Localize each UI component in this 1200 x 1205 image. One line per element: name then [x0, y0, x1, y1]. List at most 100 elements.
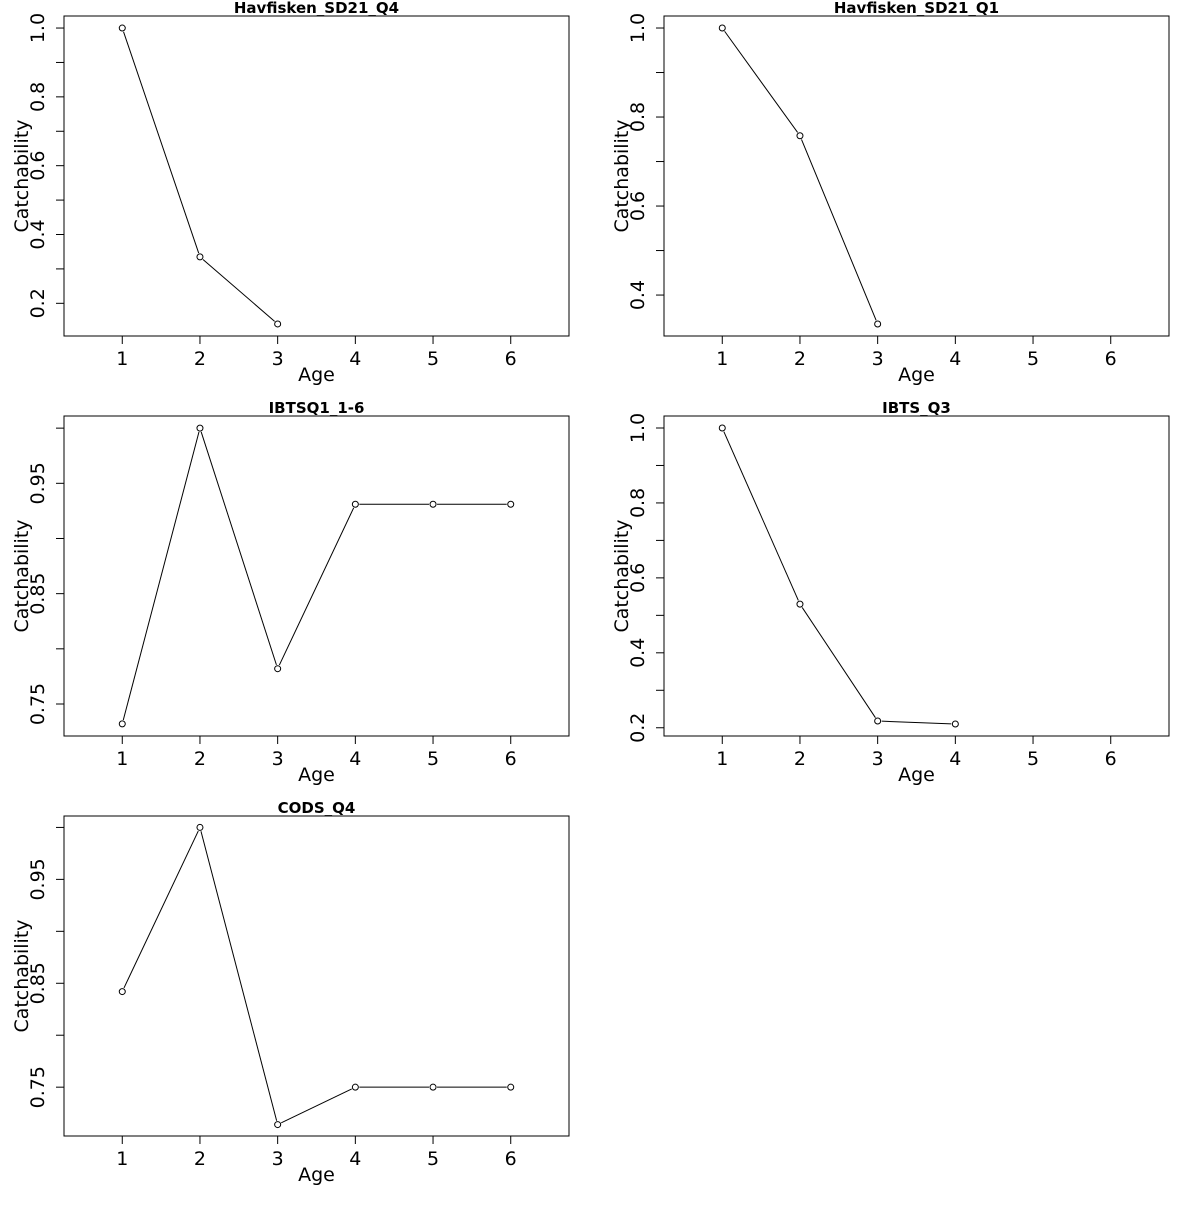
data-point [507, 500, 515, 508]
x-tick-label: 1 [116, 1148, 128, 1170]
x-tick-label: 6 [505, 348, 517, 370]
y-tick-label: 0.4 [627, 638, 649, 668]
data-point [274, 320, 282, 328]
data-point [196, 253, 204, 261]
chart-panel-1: Havfisken_SD21_Q1 1 2 3 4 5 6 Age 0.4 0.6 0.8 1.0 Ca… [611, 0, 1170, 386]
x-tick-label: 2 [194, 748, 206, 770]
data-point [429, 500, 437, 508]
x-tick-label: 5 [427, 748, 439, 770]
y-tick-label: 0.2 [27, 288, 49, 318]
y-tick-label: 0.85 [27, 572, 49, 614]
x-tick-label: 4 [349, 1148, 361, 1170]
data-point [274, 1121, 282, 1129]
data-point [118, 988, 126, 996]
x-axis-title: Age [898, 764, 935, 786]
x-axis-title: Age [298, 764, 335, 786]
data-point [951, 720, 959, 728]
data-point [118, 720, 126, 728]
y-tick-label: 1.0 [27, 13, 49, 43]
series-line-segment [723, 431, 799, 601]
series-line-segment [801, 139, 877, 321]
x-tick-label: 2 [194, 348, 206, 370]
x-tick-label: 3 [872, 348, 884, 370]
y-tick-label: 0.8 [627, 102, 649, 132]
series-line-segment [200, 431, 277, 666]
series-line-segment [202, 259, 275, 322]
plot-frame [63, 415, 570, 737]
x-tick-label: 6 [1105, 348, 1117, 370]
x-tick-label: 2 [794, 348, 806, 370]
data-point [274, 665, 282, 673]
chart-title: Havfisken_SD21_Q4 [234, 0, 399, 17]
series-line-segment [123, 830, 199, 989]
series-line-segment [200, 831, 278, 1121]
y-tick-label: 0.2 [627, 713, 649, 743]
x-tick-label: 3 [272, 748, 284, 770]
x-tick-label: 5 [1027, 348, 1039, 370]
series-line-segment [881, 720, 952, 725]
y-axis-title: Catchability [11, 919, 33, 1032]
chart-panel-2: IBTSQ1_1-6 1 2 3 4 5 6 Age 0.75 0.85 0.95 Catchabil… [11, 399, 570, 786]
x-tick-label: 6 [505, 748, 517, 770]
plot-frame [63, 15, 570, 337]
series-line-segment [278, 507, 355, 666]
y-tick-label: 1.0 [627, 413, 649, 443]
y-tick-label: 0.85 [27, 962, 49, 1004]
x-tick-label: 3 [272, 348, 284, 370]
x-tick-label: 5 [1027, 748, 1039, 770]
y-tick-label: 0.8 [627, 488, 649, 518]
x-tick-label: 4 [949, 348, 961, 370]
y-tick-label: 0.75 [27, 1066, 49, 1108]
x-tick-label: 6 [1105, 748, 1117, 770]
y-tick-label: 0.4 [627, 280, 649, 310]
chart-title: Havfisken_SD21_Q1 [834, 0, 999, 17]
plot-frame [63, 815, 570, 1137]
data-point [796, 600, 804, 608]
data-point [196, 424, 204, 432]
data-point [429, 1083, 437, 1091]
data-point [118, 24, 126, 32]
data-point [874, 717, 882, 725]
series-line-segment [801, 607, 876, 718]
x-tick-label: 6 [505, 1148, 517, 1170]
y-axis-title: Catchability [611, 119, 633, 232]
data-point [718, 24, 726, 32]
y-tick-label: 0.6 [627, 191, 649, 221]
y-tick-label: 0.6 [27, 151, 49, 181]
data-point [351, 500, 359, 508]
y-tick-label: 0.75 [27, 683, 49, 725]
series-line-segment [123, 31, 200, 254]
x-tick-label: 1 [116, 748, 128, 770]
y-tick-label: 0.6 [627, 563, 649, 593]
y-tick-label: 0.95 [27, 858, 49, 900]
chart-title: CODS_Q4 [278, 799, 356, 817]
x-tick-label: 4 [349, 348, 361, 370]
x-tick-label: 3 [272, 1148, 284, 1170]
chart-title: IBTS_Q3 [882, 399, 951, 417]
y-tick-label: 0.95 [27, 462, 49, 504]
data-point [718, 424, 726, 432]
x-tick-label: 3 [872, 748, 884, 770]
chart-panel-0: Havfisken_SD21_Q4 1 2 3 4 5 6 Age 0.2 0.4 0.6 0.8 1.… [11, 0, 570, 386]
x-tick-label: 1 [716, 348, 728, 370]
x-axis-title: Age [298, 364, 335, 386]
chart-panel-4: CODS_Q4 1 2 3 4 5 6 Age 0.75 0.85 0.95 Catchability [11, 799, 570, 1186]
x-tick-label: 5 [427, 348, 439, 370]
y-tick-label: 0.4 [27, 219, 49, 249]
y-axis-title: Catchability [11, 119, 33, 232]
series-line-segment [122, 431, 200, 721]
x-tick-label: 1 [716, 748, 728, 770]
data-point [351, 1083, 359, 1091]
x-tick-label: 2 [194, 1148, 206, 1170]
x-axis-title: Age [298, 1164, 335, 1186]
data-point [196, 823, 204, 831]
data-point [874, 320, 882, 328]
data-point [507, 1083, 515, 1091]
chart-title: IBTSQ1_1-6 [269, 399, 365, 417]
y-axis-title: Catchability [11, 519, 33, 632]
x-tick-label: 4 [349, 748, 361, 770]
x-tick-label: 2 [794, 748, 806, 770]
series-line-segment [724, 30, 799, 133]
